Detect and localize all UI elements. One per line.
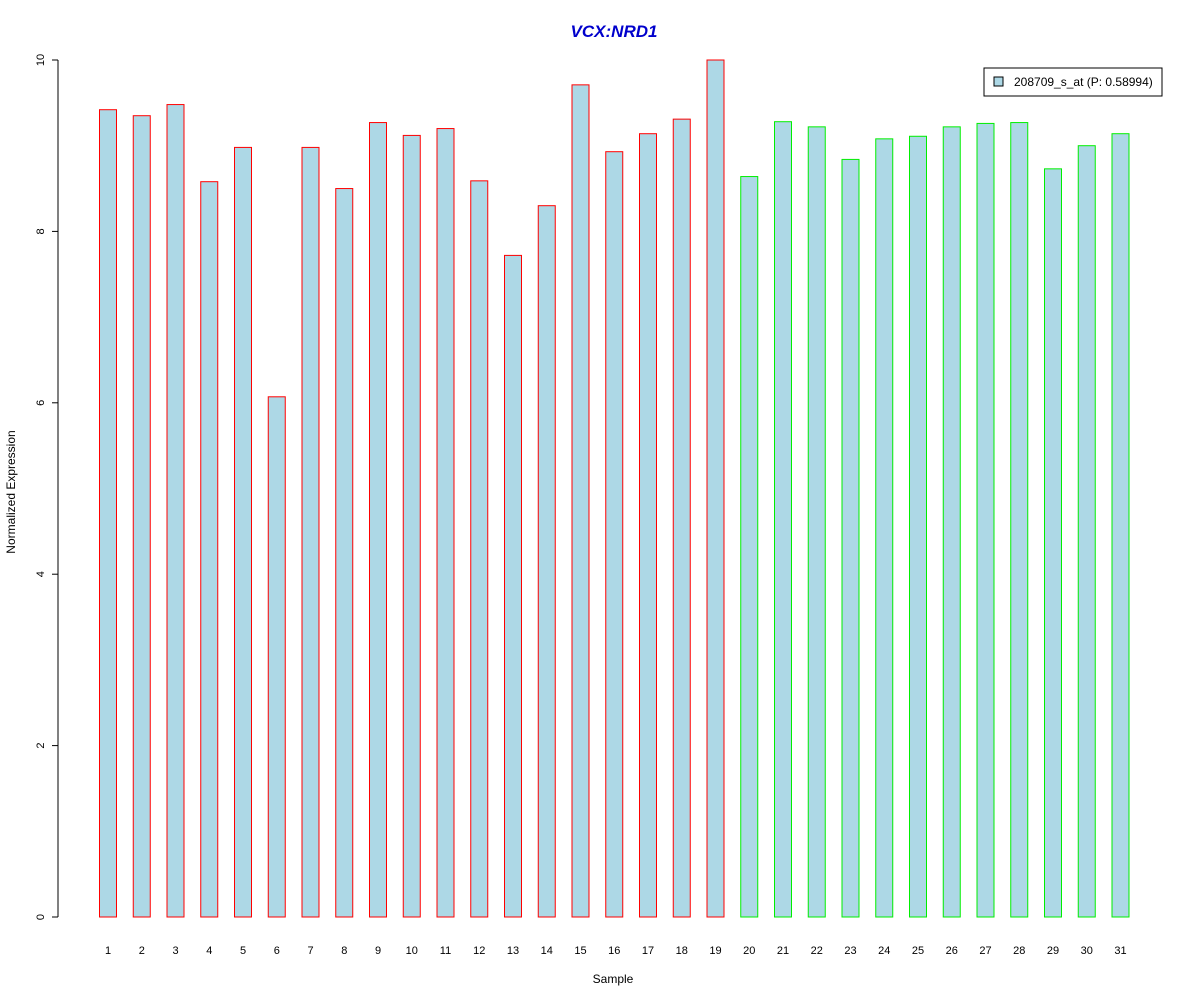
x-axis-tick-label: 5 <box>240 945 246 957</box>
x-axis-tick-label: 21 <box>777 945 789 957</box>
x-axis-tick-label: 13 <box>507 945 519 957</box>
x-axis-tick-label: 19 <box>709 945 721 957</box>
bar-sample-13 <box>504 254 522 918</box>
y-axis-tick-label: 10 <box>35 54 47 66</box>
x-axis-tick-label: 7 <box>307 945 313 957</box>
x-axis-tick-label: 22 <box>811 945 823 957</box>
x-axis-tick-label: 8 <box>341 945 347 957</box>
y-axis-tick-label: 2 <box>35 743 47 749</box>
y-axis: 0 2 4 6 8 10 <box>35 54 59 920</box>
bar-sample-19 <box>706 59 725 918</box>
x-axis-tick-labels: 1 2 3 4 5 6 7 8 9 10 11 12 13 14 15 16 17 18 19 20 21 22 23 24 2… <box>105 945 1127 957</box>
bar-sample-30 <box>1077 145 1096 918</box>
bar-sample-15 <box>571 84 590 918</box>
x-axis-tick-label: 27 <box>979 945 991 957</box>
bars <box>99 59 1130 918</box>
x-axis-tick-label: 16 <box>608 945 620 957</box>
y-axis-title: Normalized Expression <box>4 430 18 553</box>
bar-sample-8 <box>335 188 354 918</box>
x-axis-tick-label: 10 <box>406 945 418 957</box>
x-axis-tick-label: 4 <box>206 945 212 957</box>
x-axis-tick-label: 26 <box>946 945 958 957</box>
bar-sample-21 <box>774 121 792 918</box>
bar-sample-5 <box>234 146 252 918</box>
x-axis-tick-label: 24 <box>878 945 890 957</box>
x-axis-tick-label: 9 <box>375 945 381 957</box>
legend-swatch <box>993 76 1004 87</box>
x-axis-tick-label: 14 <box>541 945 553 957</box>
x-axis-tick-label: 2 <box>139 945 145 957</box>
y-axis-tick-label: 6 <box>35 400 47 406</box>
bar-sample-20 <box>740 176 759 918</box>
y-axis-tick-label: 8 <box>35 228 47 234</box>
x-axis-tick-label: 18 <box>676 945 688 957</box>
bar-sample-1 <box>99 109 117 918</box>
bar-sample-28 <box>1010 122 1029 918</box>
bar-sample-29 <box>1044 168 1062 918</box>
x-axis-tick-label: 31 <box>1114 945 1126 957</box>
legend-label: 208709_s_at (P: 0.58994) <box>1014 75 1153 89</box>
x-axis-tick-label: 20 <box>743 945 755 957</box>
bar-sample-31 <box>1111 133 1130 918</box>
legend-box <box>983 67 1163 97</box>
bar-sample-24 <box>875 138 894 918</box>
x-axis-tick-label: 28 <box>1013 945 1025 957</box>
bar-sample-4 <box>200 181 219 918</box>
x-axis-tick-label: 15 <box>574 945 586 957</box>
bar-sample-7 <box>301 146 320 918</box>
x-axis-tick-label: 23 <box>844 945 856 957</box>
x-axis-tick-label: 30 <box>1081 945 1093 957</box>
bar-sample-9 <box>369 122 387 918</box>
bar-sample-16 <box>605 151 624 918</box>
x-axis-tick-label: 29 <box>1047 945 1059 957</box>
x-axis-tick-label: 1 <box>105 945 111 957</box>
y-axis-tick-label: 4 <box>35 571 47 577</box>
x-axis-tick-label: 17 <box>642 945 654 957</box>
bar-sample-22 <box>807 126 826 918</box>
bar-sample-17 <box>639 133 657 918</box>
legend: 208709_s_at (P: 0.58994) <box>983 67 1163 97</box>
bar-sample-14 <box>537 205 556 918</box>
bar-sample-10 <box>402 134 421 918</box>
bar-sample-11 <box>436 128 455 918</box>
x-axis-tick-label: 11 <box>440 945 451 957</box>
bar-sample-23 <box>841 158 860 918</box>
bar-sample-26 <box>942 126 961 918</box>
bar-sample-6 <box>267 396 286 918</box>
y-axis-tick-label: 0 <box>35 914 47 920</box>
x-axis-tick-label: 12 <box>473 945 485 957</box>
bar-sample-12 <box>470 180 489 918</box>
bar-sample-18 <box>672 118 691 918</box>
x-axis-tick-label: 25 <box>912 945 924 957</box>
bar-sample-25 <box>909 135 927 918</box>
x-axis-tick-label: 6 <box>274 945 280 957</box>
chart-title: VCX:NRD1 <box>571 22 658 41</box>
bar-sample-2 <box>132 115 151 918</box>
bar-sample-3 <box>166 104 185 918</box>
bar-sample-27 <box>976 122 995 918</box>
x-axis-tick-label: 3 <box>172 945 178 957</box>
x-axis-title: Sample <box>593 972 634 986</box>
